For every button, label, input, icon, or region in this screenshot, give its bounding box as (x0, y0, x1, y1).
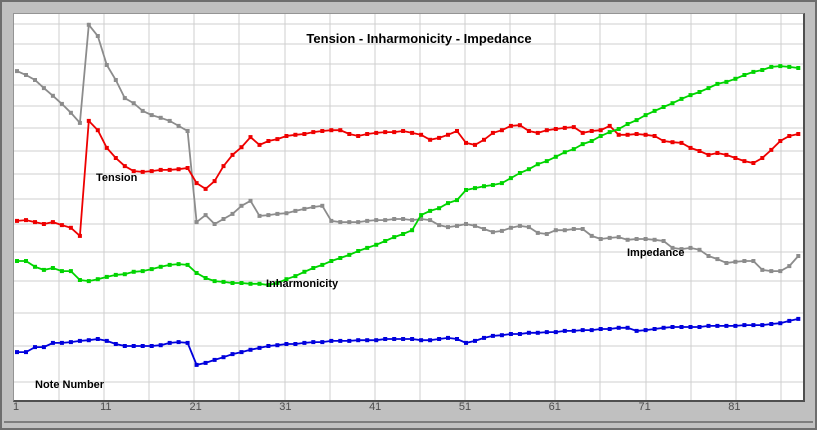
x-axis-tick-label: 31 (279, 401, 292, 413)
x-axis-tick-label: 41 (369, 401, 382, 413)
series-label-impedance: Impedance (627, 247, 685, 259)
chart-title: Tension - Inharmonicity - Impedance (306, 31, 532, 46)
x-axis-tick-label: 81 (728, 401, 741, 413)
x-axis-tick-label: 51 (458, 401, 472, 413)
window-bottom-edge (4, 421, 813, 423)
x-axis-tick-label: 61 (548, 401, 561, 413)
x-axis-tick-label: 1 (12, 401, 20, 413)
x-axis-tick-label: 71 (638, 401, 651, 413)
x-axis-tick-label: 11 (100, 401, 112, 413)
series-label-inharmonicity: Inharmonicity (266, 278, 339, 290)
plot-area (13, 13, 805, 402)
chart-canvas (14, 14, 803, 400)
series-label-note-number: Note Number (35, 379, 105, 391)
x-axis-tick-label: 21 (189, 401, 202, 413)
x-axis: 1 11 21 31 41 51 61 71 81 (2, 401, 815, 417)
series-label-tension: Tension (96, 172, 138, 184)
